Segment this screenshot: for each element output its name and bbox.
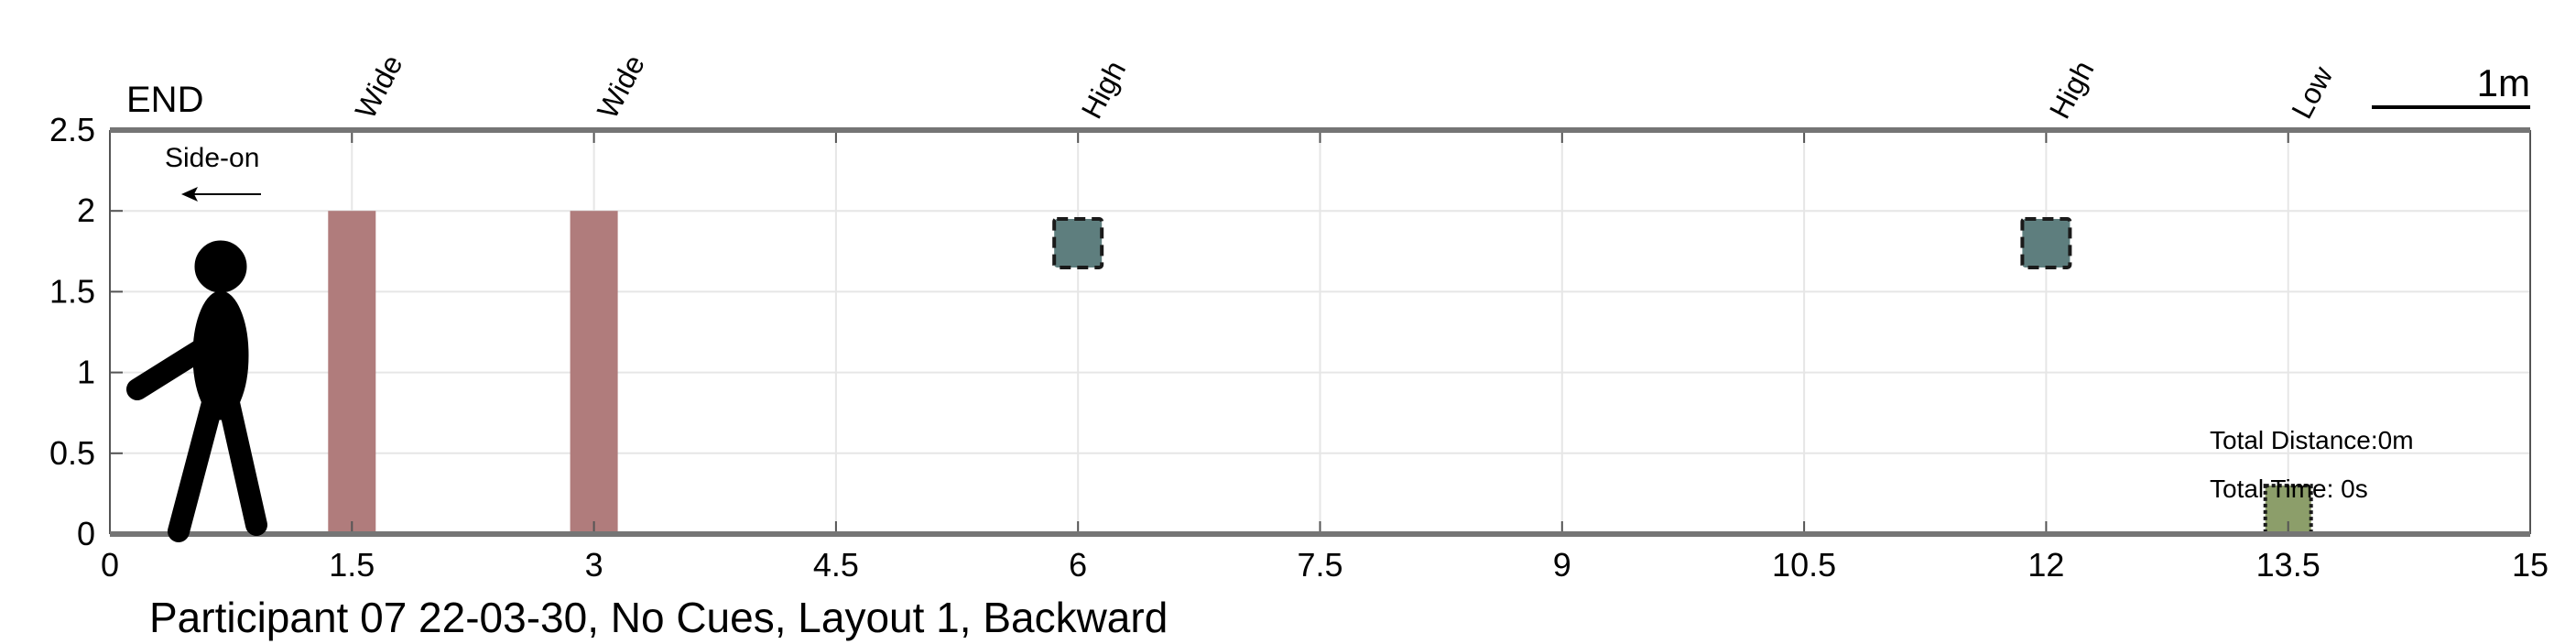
gridlines <box>109 129 2531 535</box>
y-tick-label: 1 <box>77 354 95 391</box>
obstacle-high <box>1052 217 1104 269</box>
x-tick-label: 0 <box>101 546 119 584</box>
obstacle-high <box>2020 217 2072 269</box>
x-tick-label: 12 <box>2027 546 2064 584</box>
chart-title: Participant 07 22-03-30, No Cues, Layout… <box>149 594 1168 641</box>
x-tick-label: 9 <box>1553 546 1571 584</box>
axes: 0 1.5 3 4.5 6 7.5 9 10.5 12 13.5 15 0 0.5 1 1.5 2 2.5 <box>49 111 2549 584</box>
obstacle-wide <box>328 211 376 534</box>
person-head <box>194 240 247 293</box>
direction-arrow <box>181 187 261 202</box>
x-tick-label: 15 <box>2512 546 2549 584</box>
x-tick-label: 6 <box>1069 546 1087 584</box>
x-tick-label: 7.5 <box>1297 546 1342 584</box>
obstacle-label: Wide <box>591 49 651 124</box>
person-arm <box>126 337 214 400</box>
total-distance: Total Distance:0m <box>2210 426 2414 454</box>
x-tick-label: 4.5 <box>813 546 859 584</box>
x-tick-label: 1.5 <box>329 546 375 584</box>
x-tick-label: 10.5 <box>1772 546 1836 584</box>
person-leg-right <box>218 392 267 536</box>
total-time: Total Time: 0s <box>2210 475 2368 503</box>
y-tick-label: 0.5 <box>49 434 95 472</box>
obstacle-label: Wide <box>349 49 409 124</box>
direction-label: Side-on <box>165 143 259 173</box>
obstacle-label: High <box>2043 55 2101 124</box>
obstacles <box>328 211 2313 537</box>
person-figure <box>126 240 267 542</box>
obstacle-label: Low <box>2285 60 2340 125</box>
y-tick-label: 2 <box>77 191 95 229</box>
obstacle-labels: Wide Wide High High Low <box>349 49 2340 124</box>
x-tick-label: 13.5 <box>2256 546 2321 584</box>
x-tick-label: 3 <box>585 546 603 584</box>
obstacle-label: High <box>1075 55 1133 124</box>
scale-bar-label: 1m <box>2477 61 2530 104</box>
end-label: END <box>126 80 203 120</box>
y-tick-label: 1.5 <box>49 272 95 310</box>
obstacle-wide <box>570 211 618 534</box>
person-leg-left <box>168 392 223 542</box>
y-tick-label: 2.5 <box>49 111 95 148</box>
y-tick-label: 0 <box>77 515 95 552</box>
